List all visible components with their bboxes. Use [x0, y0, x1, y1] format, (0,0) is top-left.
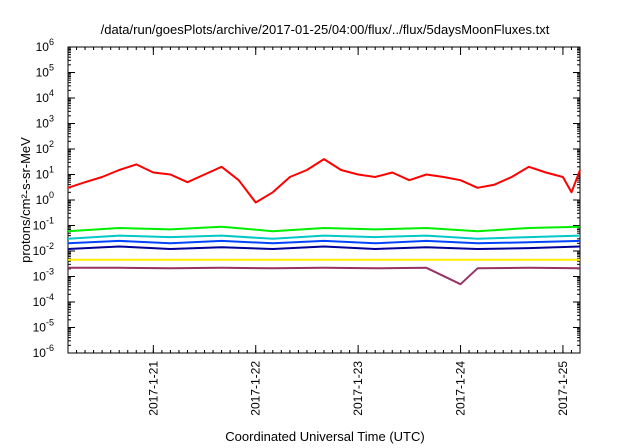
y-tick-base: 10: [33, 244, 47, 258]
y-tick-exponent: 1: [49, 165, 54, 175]
y-tick-label: 101: [36, 165, 54, 182]
y-tick-exponent: -1: [46, 216, 54, 226]
x-tick-label: 2017-1-21: [146, 361, 160, 416]
y-tick-exponent: 0: [49, 190, 54, 200]
y-axis-title: protons/cm²-s-sr-MeV: [18, 137, 33, 263]
y-tick-label: 103: [36, 114, 54, 131]
x-axis: 2017-1-21 2017-1-22 2017-1-23 2017-1-24 2017…: [67, 47, 581, 416]
chart-title: /data/run/goesPlots/archive/2017-01-25/0…: [101, 22, 550, 37]
y-tick-label: 10-6: [33, 343, 54, 360]
series-line-7: [68, 266, 581, 286]
y-tick-exponent: 3: [49, 114, 54, 124]
y-tick-base: 10: [36, 91, 50, 105]
y-tick-base: 10: [33, 321, 47, 335]
y-tick-label: 102: [36, 139, 54, 156]
x-tick-label: 2017-1-25: [556, 361, 570, 416]
y-tick-base: 10: [36, 193, 50, 207]
x-axis-title: Coordinated Universal Time (UTC): [225, 429, 424, 444]
series-layer: [67, 158, 581, 286]
y-tick-label: 100: [36, 190, 54, 207]
y-tick-base: 10: [33, 295, 47, 309]
y-tick-exponent: 6: [49, 37, 54, 47]
y-tick-label: 10-5: [33, 318, 54, 335]
y-tick-base: 10: [33, 219, 47, 233]
y-tick-exponent: -6: [46, 343, 54, 353]
y-tick-exponent: -2: [46, 241, 54, 251]
y-tick-base: 10: [36, 168, 50, 182]
y-tick-label: 106: [36, 37, 54, 54]
y-tick-label: 105: [36, 63, 54, 80]
plot-frame: [67, 46, 581, 354]
series-line-3: [67, 234, 581, 240]
y-tick-base: 10: [36, 142, 50, 156]
y-tick-exponent: 2: [49, 139, 54, 149]
series-line-4: [67, 239, 581, 245]
y-tick-exponent: -5: [46, 318, 54, 328]
y-tick-base: 10: [33, 270, 47, 284]
series-line-2: [67, 225, 581, 233]
y-tick-exponent: -3: [46, 267, 54, 277]
y-tick-label: 104: [36, 88, 54, 105]
series-line-5: [67, 245, 581, 250]
y-tick-base: 10: [36, 66, 50, 80]
y-tick-label: 10-4: [33, 292, 54, 309]
x-tick-label: 2017-1-22: [249, 361, 263, 416]
y-tick-label: 10-3: [33, 267, 54, 284]
x-tick-label: 2017-1-24: [454, 361, 468, 416]
y-tick-exponent: -4: [46, 292, 54, 302]
y-tick-label: 10-1: [33, 216, 54, 233]
y-axis: 10-610-510-410-310-210-11001011021031041…: [33, 37, 580, 360]
y-tick-base: 10: [36, 40, 50, 54]
y-tick-exponent: 5: [49, 63, 54, 73]
y-tick-base: 10: [36, 117, 50, 131]
y-tick-exponent: 4: [49, 88, 54, 98]
y-tick-label: 10-2: [33, 241, 54, 258]
y-tick-base: 10: [33, 346, 47, 360]
x-tick-label: 2017-1-23: [351, 361, 365, 416]
series-line-1: [67, 158, 581, 204]
